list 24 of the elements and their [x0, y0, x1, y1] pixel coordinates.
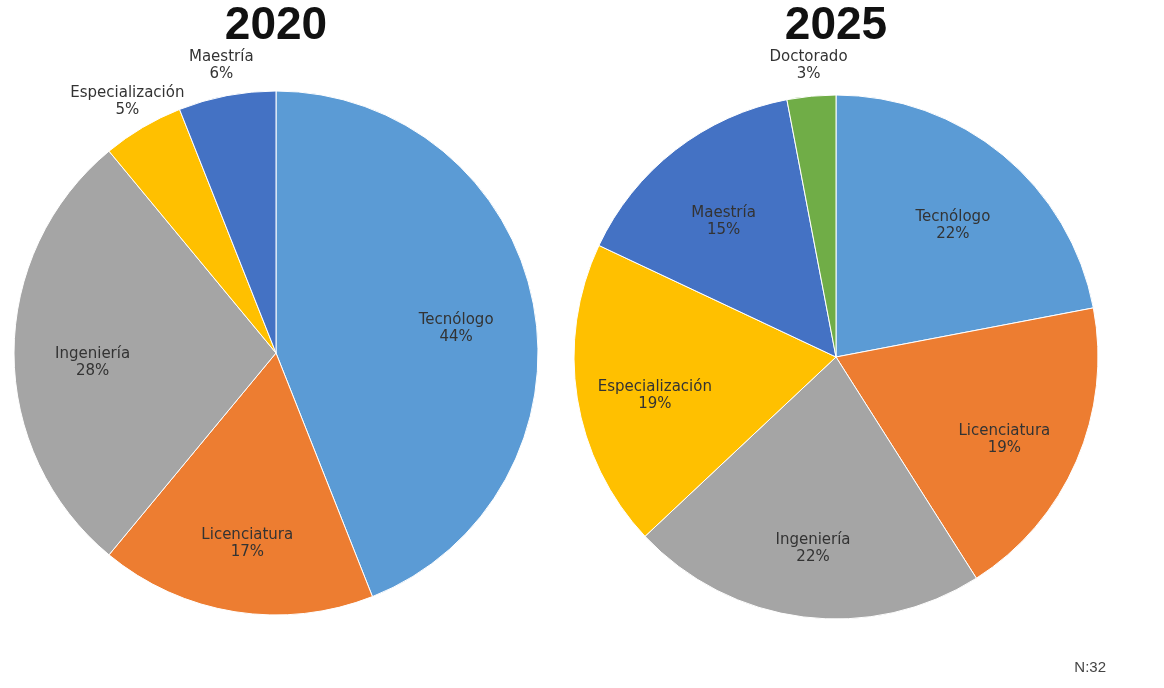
data-label: 19%	[987, 437, 1021, 456]
data-label: 5%	[115, 99, 140, 118]
slice-label: Doctorado	[769, 47, 848, 66]
slice-label: Especialización	[70, 82, 185, 101]
data-label: 22%	[796, 546, 830, 565]
slice-label: Maestría	[188, 47, 254, 66]
slice-label: Ingeniería	[775, 529, 851, 548]
data-label: 17%	[230, 542, 264, 561]
data-label: 44%	[439, 326, 473, 345]
slice-label: Maestría	[691, 203, 756, 222]
slice-label: Tecnólogo	[914, 206, 991, 225]
slice-label: Licenciatura	[958, 420, 1051, 439]
chart-title: 2025	[784, 0, 888, 50]
slice-label: Ingeniería	[55, 344, 131, 362]
data-label: 28%	[75, 361, 110, 379]
data-label: 15%	[706, 220, 741, 239]
slice-label: Licenciatura	[201, 525, 294, 544]
data-label: 19%	[638, 393, 672, 412]
slice-label: Tecnólogo	[417, 309, 494, 328]
data-label: 3%	[796, 64, 821, 83]
data-label: 22%	[936, 223, 970, 242]
slice-label: Especialización	[597, 376, 712, 395]
text: N:32	[1074, 658, 1106, 675]
data-label: 6%	[209, 64, 234, 83]
